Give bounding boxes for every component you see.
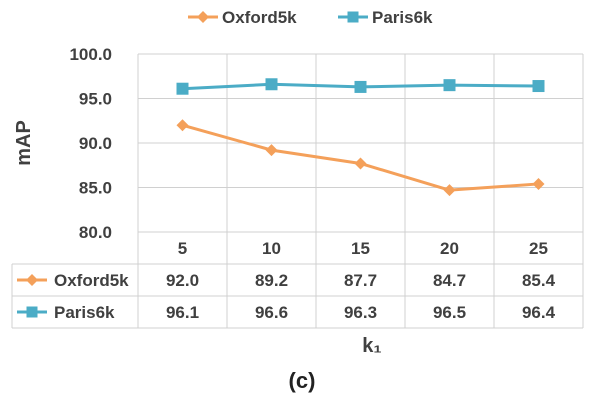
x-tick-label: 15 xyxy=(351,239,370,258)
y-tick-label: 85.0 xyxy=(79,179,112,198)
data-point-paris6k xyxy=(443,79,456,92)
table-value: 96.5 xyxy=(433,303,466,322)
data-point-paris6k xyxy=(532,80,545,93)
x-axis-label: k₁ xyxy=(362,335,381,357)
data-point-paris6k xyxy=(265,78,278,91)
series-lines xyxy=(176,78,545,197)
legend: Oxford5k Paris6k xyxy=(188,8,433,27)
table-value: 96.6 xyxy=(255,303,288,322)
table-value: 84.7 xyxy=(433,271,466,290)
legend-label: Oxford5k xyxy=(222,8,297,27)
data-table: 5 10 15 20 25 Oxford5k 92.0 89.2 87.7 84.7 85.4 Par… xyxy=(11,231,584,329)
figure-caption: (c) xyxy=(289,368,316,393)
table-value: 96.3 xyxy=(344,303,377,322)
data-point-paris6k xyxy=(176,82,189,95)
table-series-key-marker xyxy=(26,306,38,318)
legend-key-marker xyxy=(347,11,359,23)
table-series-name: Oxford5k xyxy=(54,271,129,290)
x-tick-label: 5 xyxy=(178,239,187,258)
axis-labels: 80.0 85.0 90.0 95.0 100.0 mAP k₁ (c) xyxy=(13,45,382,393)
table-value: 92.0 xyxy=(166,271,199,290)
data-point-oxford5k xyxy=(354,157,367,170)
legend-label: Paris6k xyxy=(372,8,433,27)
y-axis-label: mAP xyxy=(13,120,35,166)
y-tick-label: 80.0 xyxy=(79,223,112,242)
legend-key-marker xyxy=(197,11,209,23)
data-point-oxford5k xyxy=(532,177,545,190)
y-tick-label: 100.0 xyxy=(69,45,112,64)
x-tick-label: 25 xyxy=(529,239,548,258)
data-point-oxford5k xyxy=(443,184,456,197)
data-point-oxford5k xyxy=(176,119,189,132)
y-tick-label: 90.0 xyxy=(79,134,112,153)
data-point-oxford5k xyxy=(265,144,278,157)
table-series-key-marker xyxy=(26,274,38,286)
table-value: 89.2 xyxy=(255,271,288,290)
x-tick-label: 20 xyxy=(440,239,459,258)
x-tick-label: 10 xyxy=(262,239,281,258)
table-value: 85.4 xyxy=(522,271,556,290)
table-value: 96.1 xyxy=(166,303,199,322)
table-value: 96.4 xyxy=(522,303,556,322)
table-value: 87.7 xyxy=(344,271,377,290)
data-point-paris6k xyxy=(354,80,367,93)
y-tick-label: 95.0 xyxy=(79,90,112,109)
table-series-name: Paris6k xyxy=(54,303,115,322)
grid-lines xyxy=(137,53,584,233)
